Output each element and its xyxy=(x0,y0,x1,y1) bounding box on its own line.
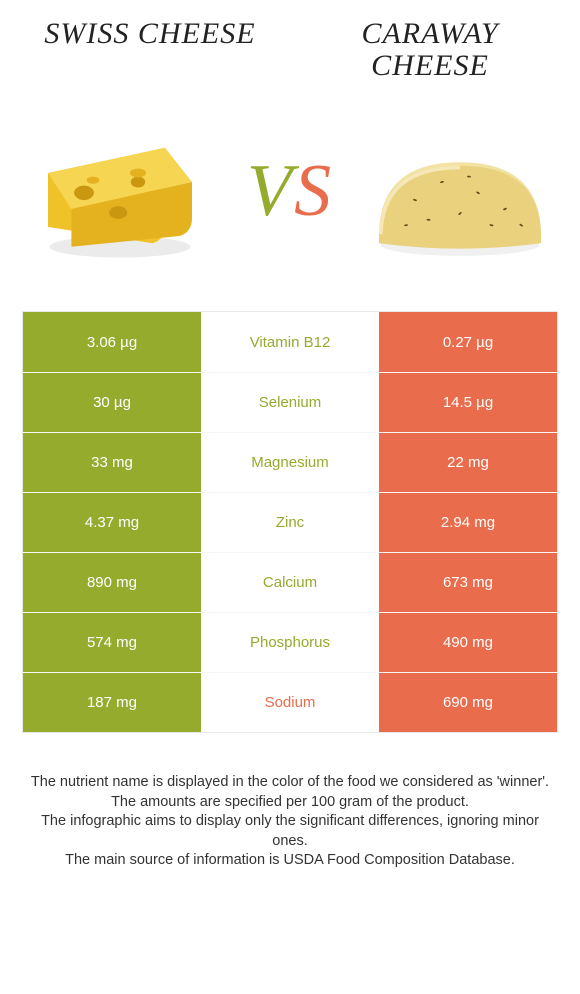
swiss-cheese-image xyxy=(30,111,210,271)
footnote-line: The main source of information is USDA F… xyxy=(24,851,556,871)
right-value: 490 mg xyxy=(379,613,557,672)
caraway-cheese-image xyxy=(370,111,550,271)
footnote-line: The amounts are specified per 100 gram o… xyxy=(24,793,556,813)
right-value: 2.94 mg xyxy=(379,493,557,552)
nutrient-label: Phosphorus xyxy=(201,613,379,672)
left-value: 3.06 µg xyxy=(23,312,201,372)
comparison-table: 3.06 µgVitamin B120.27 µg30 µgSelenium14… xyxy=(22,311,558,733)
table-row: 30 µgSelenium14.5 µg xyxy=(23,372,557,432)
table-row: 574 mgPhosphorus490 mg xyxy=(23,612,557,672)
right-value: 0.27 µg xyxy=(379,312,557,372)
vs-label: VS xyxy=(247,149,333,234)
nutrient-label: Selenium xyxy=(201,373,379,432)
nutrient-label: Vitamin B12 xyxy=(201,312,379,372)
title-right: CARAWAY CHEESE xyxy=(310,18,550,81)
table-row: 187 mgSodium690 mg xyxy=(23,672,557,732)
table-row: 4.37 mgZinc2.94 mg xyxy=(23,492,557,552)
table-row: 3.06 µgVitamin B120.27 µg xyxy=(23,312,557,372)
left-value: 4.37 mg xyxy=(23,493,201,552)
left-value: 574 mg xyxy=(23,613,201,672)
vs-v: V xyxy=(247,150,294,232)
left-value: 187 mg xyxy=(23,673,201,732)
nutrient-label: Magnesium xyxy=(201,433,379,492)
left-value: 890 mg xyxy=(23,553,201,612)
table-row: 33 mgMagnesium22 mg xyxy=(23,432,557,492)
header: SWISS CHEESE CARAWAY CHEESE xyxy=(0,0,580,81)
right-value: 690 mg xyxy=(379,673,557,732)
right-value: 14.5 µg xyxy=(379,373,557,432)
footnote-line: The infographic aims to display only the… xyxy=(24,812,556,851)
nutrient-label: Calcium xyxy=(201,553,379,612)
vs-s: S xyxy=(294,150,333,232)
left-value: 30 µg xyxy=(23,373,201,432)
nutrient-label: Sodium xyxy=(201,673,379,732)
left-value: 33 mg xyxy=(23,433,201,492)
table-row: 890 mgCalcium673 mg xyxy=(23,552,557,612)
footnotes: The nutrient name is displayed in the co… xyxy=(0,773,580,871)
title-left: SWISS CHEESE xyxy=(30,18,270,50)
right-value: 22 mg xyxy=(379,433,557,492)
hero-row: VS xyxy=(0,81,580,291)
nutrient-label: Zinc xyxy=(201,493,379,552)
right-value: 673 mg xyxy=(379,553,557,612)
footnote-line: The nutrient name is displayed in the co… xyxy=(24,773,556,793)
